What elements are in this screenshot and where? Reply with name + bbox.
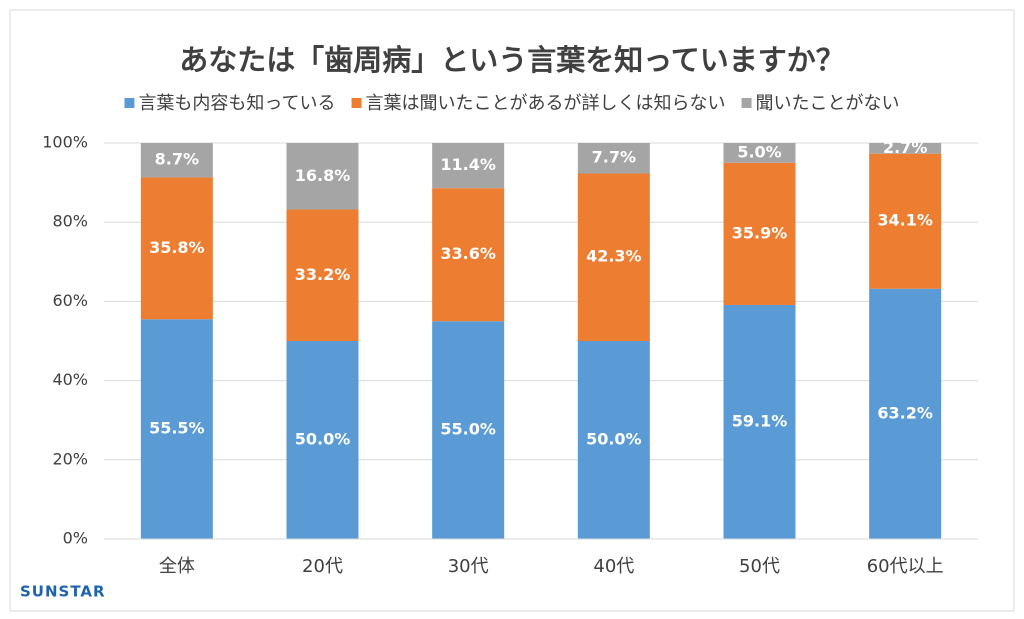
bar-segment xyxy=(286,341,359,539)
bar-segment xyxy=(577,143,650,174)
data-label: 50.0% xyxy=(586,430,642,449)
bar-segment xyxy=(577,341,650,539)
bar-segment xyxy=(140,319,213,539)
bar-segment xyxy=(140,143,213,178)
data-label: 8.7% xyxy=(155,150,199,169)
x-tick-label: 50代 xyxy=(739,556,780,577)
data-label: 55.5% xyxy=(149,419,205,438)
data-label: 2.7% xyxy=(883,138,927,157)
chart-title: あなたは「歯周病」という言葉を知っていますか？ xyxy=(179,43,845,77)
y-tick-label: 80% xyxy=(52,212,88,231)
legend-marker xyxy=(351,98,362,108)
data-label: 35.9% xyxy=(732,223,788,242)
legend-marker xyxy=(741,98,752,108)
bar-segment xyxy=(432,143,505,189)
bar-segment xyxy=(432,188,505,322)
bar-segment xyxy=(577,173,650,341)
legend-label: 聞いたことがない xyxy=(756,93,900,114)
y-tick-label: 20% xyxy=(52,449,88,468)
bar-segment xyxy=(286,209,359,341)
bar-segment xyxy=(869,288,942,539)
data-label: 35.8% xyxy=(149,238,205,257)
data-label: 33.2% xyxy=(295,265,351,284)
x-tick-label: 全体 xyxy=(159,556,195,577)
data-label: 59.1% xyxy=(732,411,788,430)
data-label: 5.0% xyxy=(737,142,781,161)
x-tick-label: 60代以上 xyxy=(867,556,944,577)
data-label: 42.3% xyxy=(586,247,642,266)
bar-segment xyxy=(723,304,796,539)
data-label: 7.7% xyxy=(592,148,636,167)
data-label: 63.2% xyxy=(877,403,933,422)
bar-segment xyxy=(869,153,942,289)
legend-label: 言葉も内容も知っている xyxy=(138,93,335,114)
y-tick-label: 0% xyxy=(63,529,88,548)
legend-label: 言葉は聞いたことがあるが詳しくは知らない xyxy=(366,93,726,114)
data-label: 11.4% xyxy=(440,155,496,174)
x-tick-label: 30代 xyxy=(448,556,489,577)
data-label: 55.0% xyxy=(440,420,496,439)
legend-marker xyxy=(124,98,135,108)
bar-segment xyxy=(286,143,359,210)
bar-segment xyxy=(723,143,796,163)
bar-segment xyxy=(432,321,505,539)
x-tick-label: 40代 xyxy=(593,556,634,577)
y-tick-label: 40% xyxy=(52,370,88,389)
bar-segment xyxy=(723,162,796,305)
bar-segment xyxy=(140,177,213,320)
data-label: 33.6% xyxy=(440,244,496,263)
data-label: 16.8% xyxy=(295,166,351,185)
bar-segment xyxy=(869,143,942,154)
y-tick-label: 60% xyxy=(52,291,88,310)
data-label: 50.0% xyxy=(295,430,351,449)
logo: SUNSTAR xyxy=(20,583,106,601)
data-label: 34.1% xyxy=(877,211,933,230)
y-tick-label: 100% xyxy=(42,133,88,152)
x-tick-label: 20代 xyxy=(302,556,343,577)
